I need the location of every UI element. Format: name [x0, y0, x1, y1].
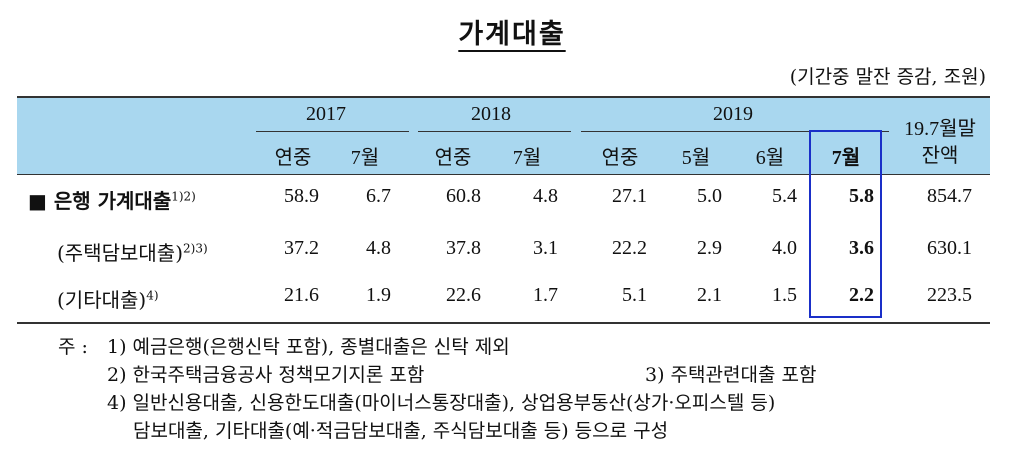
page-title: 가계대출: [458, 19, 566, 50]
subheader-2018-year: 연중: [434, 147, 472, 169]
unit-label: (기간중 말잔 증감, 조원): [789, 66, 986, 88]
table-cell-balance: 630.1: [927, 237, 972, 259]
table-cell-balance: 854.7: [927, 185, 972, 207]
year-divider-2018: [418, 131, 571, 132]
footnote-prefix: 주 :: [58, 336, 88, 358]
subheader-2017-year: 연중: [274, 147, 312, 169]
row-label-mortgage: (주택담보대출)2)3): [57, 241, 208, 265]
subheader-2018-jul: 7월: [512, 147, 542, 169]
table-cell-highlighted: 3.6: [849, 237, 874, 259]
table-cell: 1.5: [772, 284, 797, 306]
subheader-2019-jun: 6월: [755, 147, 785, 169]
footnote-3: 3) 주택관련대출 포함: [645, 364, 817, 386]
row-label-bank-household: ■ 은행 가계대출1)2): [28, 189, 196, 213]
table-cell: 6.7: [366, 185, 391, 207]
footnote-4-line2: 담보대출, 기타대출(예·적금담보대출, 주식담보대출 등) 등으로 구성: [133, 420, 669, 442]
table-cell: 27.1: [612, 185, 647, 207]
table-header: [17, 96, 990, 175]
table-cell-highlighted: 2.2: [849, 284, 874, 306]
table-cell: 4.0: [772, 237, 797, 259]
balance-header-line2: 잔액: [921, 145, 959, 167]
table-cell: 5.1: [622, 284, 647, 306]
table-cell-balance: 223.5: [927, 284, 972, 306]
july-highlight-box: [809, 130, 882, 318]
footnote-2: 2) 한국주택금융공사 정책모기지론 포함: [107, 364, 425, 386]
balance-header-line1: 19.7월말: [904, 118, 976, 140]
year-header-2017: 2017: [306, 103, 346, 125]
table-cell: 58.9: [284, 185, 319, 207]
table-cell: 1.9: [366, 284, 391, 306]
table-cell: 5.4: [772, 185, 797, 207]
year-header-2018: 2018: [471, 103, 511, 125]
footnote-1: 1) 예금은행(은행신탁 포함), 종별대출은 신탁 제외: [107, 336, 510, 358]
table-cell: 5.0: [697, 185, 722, 207]
table-cell: 1.7: [533, 284, 558, 306]
table-cell: 4.8: [366, 237, 391, 259]
year-divider-2019: [581, 131, 889, 132]
year-header-2019: 2019: [713, 103, 753, 125]
table-cell: 60.8: [446, 185, 481, 207]
table-cell: 4.8: [533, 185, 558, 207]
table-cell: 2.1: [697, 284, 722, 306]
table-cell-highlighted: 5.8: [849, 185, 874, 207]
table-cell: 37.8: [446, 237, 481, 259]
table-cell: 37.2: [284, 237, 319, 259]
subheader-2019-jul: 7월: [831, 147, 861, 169]
table-cell: 2.9: [697, 237, 722, 259]
table-cell: 22.6: [446, 284, 481, 306]
row-label-other-loans: (기타대출)4): [57, 288, 159, 312]
table-bottom-rule: [17, 322, 990, 324]
table-cell: 22.2: [612, 237, 647, 259]
subheader-2019-year: 연중: [601, 147, 639, 169]
year-divider-2017: [256, 131, 409, 132]
table-cell: 21.6: [284, 284, 319, 306]
subheader-2017-jul: 7월: [350, 147, 380, 169]
subheader-2019-may: 5월: [681, 147, 711, 169]
footnote-4-line1: 4) 일반신용대출, 신용한도대출(마이너스통장대출), 상업용부동산(상가·오…: [107, 392, 776, 414]
table-cell: 3.1: [533, 237, 558, 259]
